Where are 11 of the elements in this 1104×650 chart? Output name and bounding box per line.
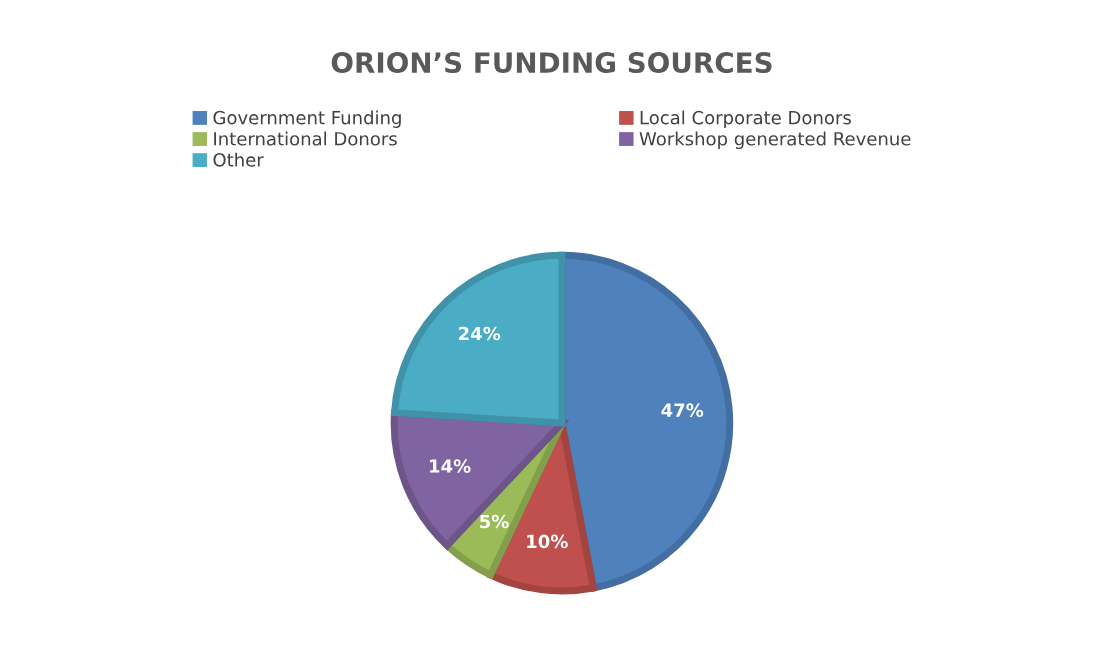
data-label: 5% — [480, 514, 509, 529]
legend-label: International Donors — [214, 131, 397, 146]
chart-title: ORION’S FUNDING SOURCES — [331, 52, 772, 74]
data-label: 47% — [661, 403, 704, 418]
data-label: 10% — [527, 534, 568, 549]
data-label: 24% — [459, 326, 501, 341]
legend-label: Local Corporate Donors — [640, 110, 851, 128]
legend-label: Other — [213, 152, 264, 167]
legend-label: Workshop generated Revenue — [639, 131, 911, 150]
data-label: 14% — [430, 459, 471, 473]
legend-label: Government Funding — [213, 110, 401, 128]
